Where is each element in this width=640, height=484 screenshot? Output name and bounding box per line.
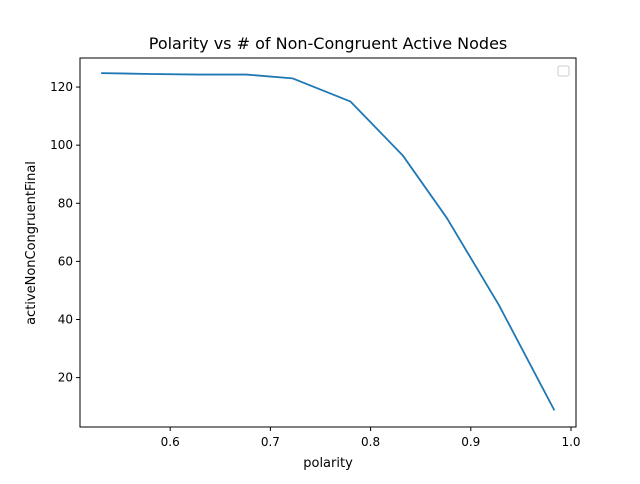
- chart-title: Polarity vs # of Non-Congruent Active No…: [149, 34, 508, 53]
- y-tick-label: 120: [50, 80, 73, 94]
- y-tick-label: 80: [58, 196, 73, 210]
- legend-box: [557, 65, 570, 77]
- legend: [557, 65, 570, 77]
- x-tick-label: 0.8: [361, 435, 380, 449]
- series-layer: [101, 72, 556, 411]
- y-tick-label: 20: [58, 371, 73, 385]
- y-tick-label: 100: [50, 138, 73, 152]
- x-tick-label: 0.9: [461, 435, 480, 449]
- x-tick-label: 0.6: [161, 435, 180, 449]
- y-tick-label: 40: [58, 312, 73, 326]
- x-axis-ticks: 0.6 0.7 0.8 0.9 1.0: [161, 427, 581, 449]
- y-axis-ticks: 20 40 60 80 100 120: [50, 80, 80, 385]
- x-tick-label: 0.7: [261, 435, 280, 449]
- y-axis-label: activeNonCongruentFinal: [24, 161, 39, 325]
- plot-frame: [79, 57, 577, 428]
- x-tick-label: 1.0: [561, 435, 580, 449]
- series-line-0: [101, 72, 556, 411]
- y-tick-label: 60: [58, 254, 73, 268]
- x-axis-label: polarity: [303, 456, 353, 471]
- plot-area: [79, 57, 577, 428]
